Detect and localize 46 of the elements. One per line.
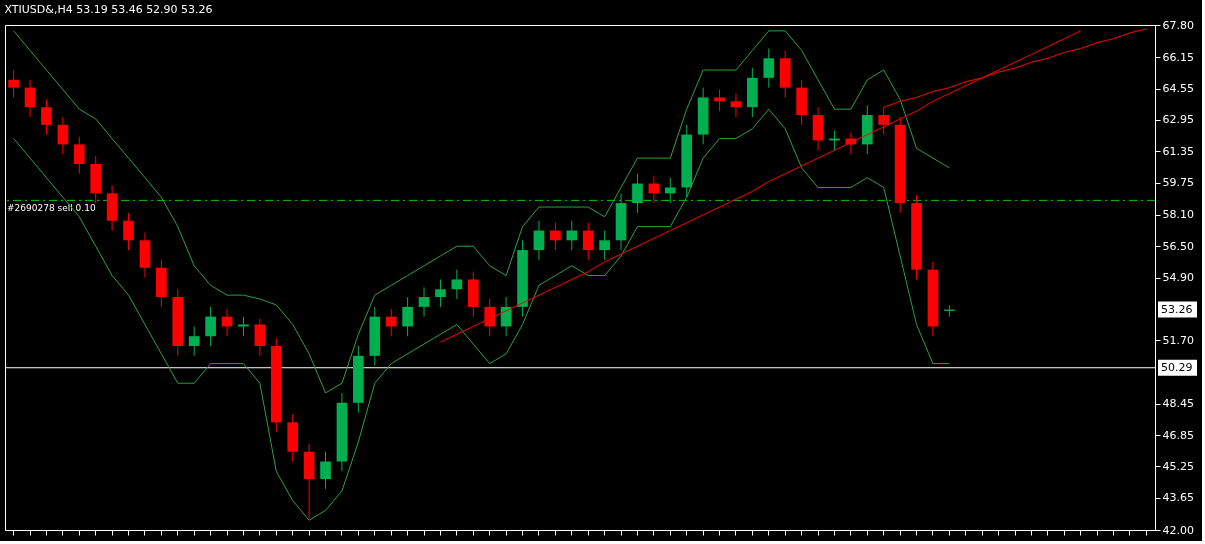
candlestick [533, 220, 545, 261]
y-tick-label: 66.15 [1162, 50, 1194, 64]
candlestick [435, 278, 446, 308]
candlestick [24, 79, 36, 118]
candlestick [763, 47, 775, 89]
candlestick [254, 318, 266, 357]
y-tick-label: 43.65 [1162, 491, 1194, 505]
y-tick-label: 58.10 [1162, 208, 1194, 222]
y-tick-label: 67.80 [1162, 18, 1194, 32]
candlestick [599, 230, 610, 261]
y-tick-label: 51.70 [1162, 333, 1194, 347]
candlestick [205, 306, 216, 347]
ref-line-label: #2690278 sell 0.10 [7, 203, 96, 214]
y-tick-label: 42.00 [1162, 523, 1194, 537]
candlestick [8, 69, 19, 98]
ref-line-label: 50.29 [1161, 360, 1193, 374]
candlestick [320, 451, 331, 490]
chart-title: XTIUSD&,H4 53.19 53.46 52.90 53.26 [4, 3, 213, 16]
candlestick [41, 98, 52, 136]
candlestick [402, 296, 413, 337]
y-tick-label: 61.35 [1162, 144, 1194, 158]
y-tick-label: 64.55 [1162, 82, 1194, 96]
candlestick [123, 212, 134, 251]
candlestick [664, 177, 676, 204]
candlestick [550, 222, 561, 251]
candlestick [73, 136, 85, 175]
candlestick [566, 220, 578, 251]
candlestick [418, 286, 430, 318]
candlestick [484, 298, 496, 337]
candlestick [238, 316, 249, 337]
candlestick [730, 93, 742, 118]
y-tick-label: 45.25 [1162, 459, 1194, 473]
y-tick-label: 46.85 [1162, 428, 1194, 442]
annotation: 53.26 [1161, 302, 1193, 316]
candlestick [385, 308, 397, 337]
y-tick-label: 56.50 [1162, 239, 1194, 253]
candlestick [188, 325, 200, 357]
y-tick-label: 62.95 [1162, 113, 1194, 127]
candlestick [57, 116, 69, 155]
candlestick [632, 173, 643, 214]
candlestick [451, 269, 463, 300]
candlestick [714, 89, 725, 112]
y-tick-label: 54.90 [1162, 271, 1194, 284]
y-tick-label: 59.75 [1162, 176, 1194, 190]
candlestick [582, 222, 594, 261]
y-tick-label: 48.45 [1162, 397, 1194, 411]
